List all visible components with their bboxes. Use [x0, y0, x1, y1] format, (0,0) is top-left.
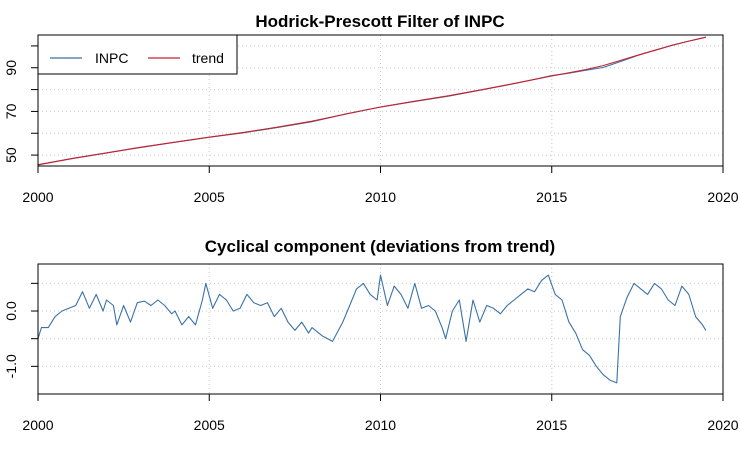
x-tick-label: 2005: [194, 189, 225, 205]
y-tick-label: 50: [3, 147, 19, 163]
y-tick-label: 70: [3, 103, 19, 119]
plot-frame: [37, 34, 724, 167]
axes: 2000 2005 2010 2015 2020 50 70 90: [3, 45, 739, 205]
series-lines: [37, 274, 707, 384]
legend: INPC trend: [37, 34, 238, 75]
hp-filter-panel: Hodrick-Prescott Filter of INPC 2000 2005…: [3, 12, 739, 205]
grid-lines: [38, 264, 723, 394]
chart-title: Hodrick-Prescott Filter of INPC: [255, 12, 504, 31]
x-tick-label: 2000: [22, 417, 53, 433]
x-tick-label: 2020: [707, 417, 738, 433]
x-tick-label: 2020: [707, 189, 738, 205]
y-tick-label: 0.0: [3, 301, 19, 321]
series-line-trend: [37, 36, 707, 166]
series-lines: [37, 36, 707, 166]
x-tick-label: 2010: [365, 417, 396, 433]
x-tick-label: 2010: [365, 189, 396, 205]
x-tick-label: 2015: [536, 189, 567, 205]
legend-trend-label: trend: [192, 50, 224, 66]
x-tick-label: 2015: [536, 417, 567, 433]
axes: 2000 2005 2010 2015 2020 -1.0 0.0: [3, 282, 739, 433]
plot-frame: [37, 263, 724, 395]
series-line-cycle: [37, 274, 707, 384]
x-tick-label: 2000: [22, 189, 53, 205]
cyclical-panel: Cyclical component (deviations from tren…: [3, 237, 739, 433]
x-tick-label: 2005: [194, 417, 225, 433]
y-tick-label: 90: [3, 60, 19, 76]
legend-box: [37, 34, 238, 75]
legend-inpc-label: INPC: [95, 50, 128, 66]
y-tick-label: -1.0: [3, 354, 19, 378]
chart-title: Cyclical component (deviations from tren…: [205, 237, 555, 256]
